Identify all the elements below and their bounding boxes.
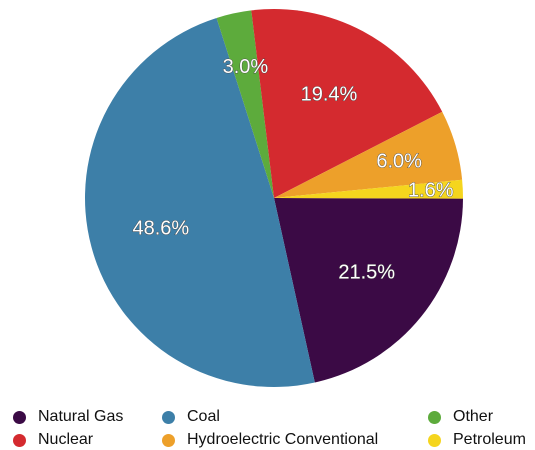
pie-slice-hydroelectric-conventional[interactable] — [274, 111, 463, 198]
natural-gas-swatch — [13, 410, 26, 424]
pie-slice-natural-gas[interactable] — [274, 198, 463, 383]
petroleum-swatch — [428, 433, 441, 447]
other-swatch — [428, 410, 441, 424]
slice-label-hydroelectric-conventional: 6.0% — [376, 150, 422, 172]
nuclear-swatch — [13, 433, 26, 447]
chart-legend: Natural Gas Coal Other Nuclear Hydroelec… — [0, 405, 535, 450]
slice-label-petroleum: 1.6% — [408, 180, 454, 202]
legend-item-hydroelectric-conventional[interactable]: Hydroelectric Conventional — [162, 430, 378, 450]
pie-slice-coal[interactable] — [84, 17, 315, 388]
legend-label-other: Other — [453, 408, 494, 425]
legend-label-natural-gas: Natural Gas — [38, 408, 124, 425]
legend-item-nuclear[interactable]: Nuclear — [13, 430, 93, 450]
legend-item-other[interactable]: Other — [428, 407, 493, 427]
pie-slice-labels: 21.5% 48.6% 3.0% 19.4% 6.0% 1.6% — [132, 55, 454, 284]
pie-slices — [84, 9, 463, 388]
slice-label-coal: 48.6% — [132, 217, 189, 239]
legend-item-petroleum[interactable]: Petroleum — [428, 430, 526, 450]
pie-slice-petroleum[interactable] — [274, 179, 463, 199]
slice-label-other: 3.0% — [223, 56, 269, 78]
hydroelectric-conventional-swatch — [162, 433, 175, 447]
slice-label-nuclear: 19.4% — [301, 84, 358, 106]
slice-label-natural-gas: 21.5% — [338, 262, 395, 284]
pie-chart: 21.5% 48.6% 3.0% 19.4% 6.0% 1.6% — [84, 9, 463, 388]
legend-label-hydroelectric-conventional: Hydroelectric Conventional — [187, 431, 379, 448]
legend-label-coal: Coal — [187, 408, 220, 425]
legend-label-petroleum: Petroleum — [453, 431, 526, 448]
pie-slice-nuclear[interactable] — [251, 9, 443, 199]
legend-item-natural-gas[interactable]: Natural Gas — [13, 407, 123, 427]
pie-slice-other[interactable] — [216, 10, 274, 198]
coal-swatch — [162, 410, 175, 424]
legend-item-coal[interactable]: Coal — [162, 407, 220, 427]
legend-label-nuclear: Nuclear — [38, 431, 94, 448]
